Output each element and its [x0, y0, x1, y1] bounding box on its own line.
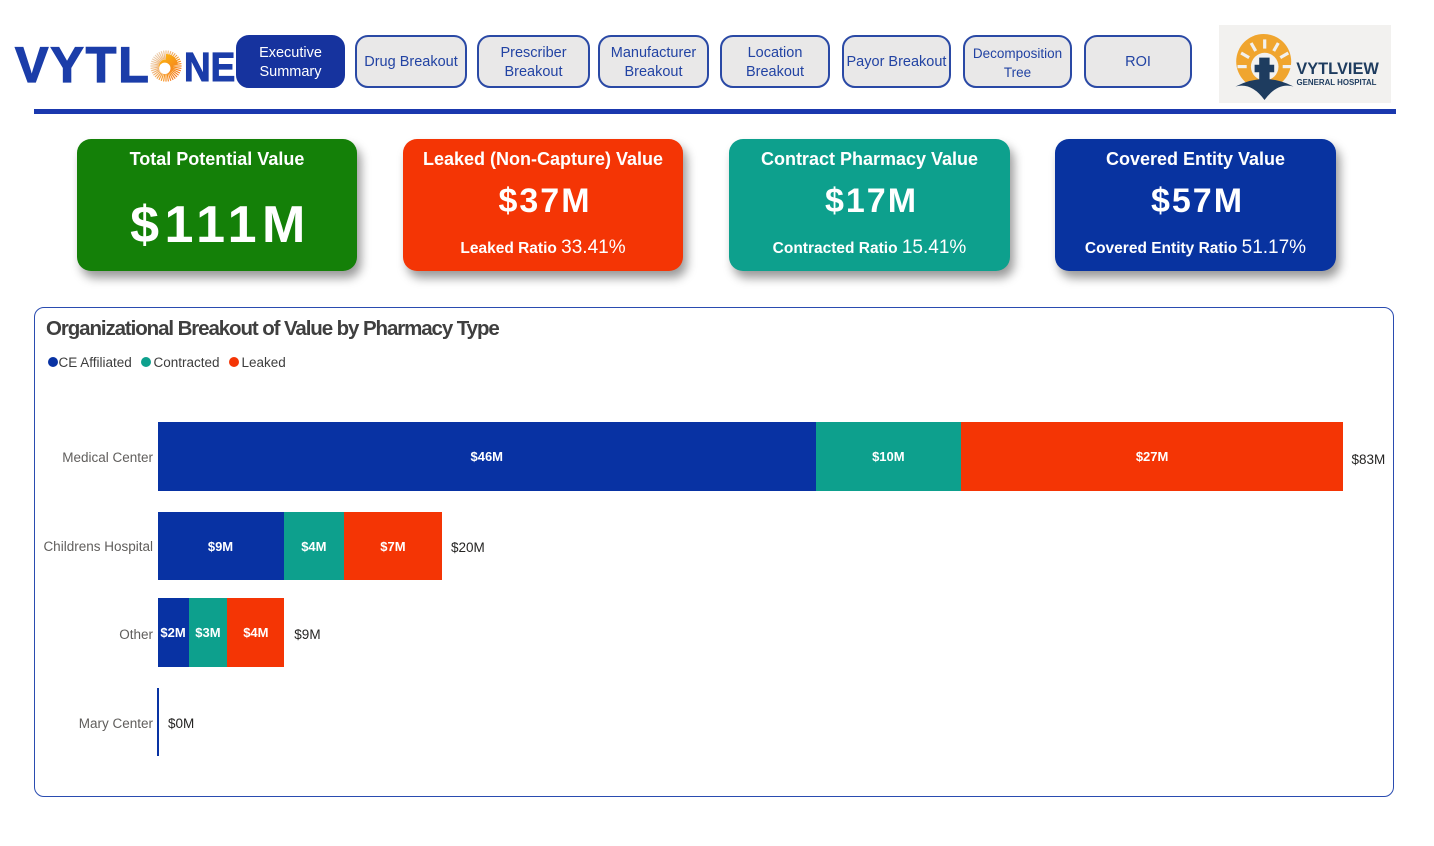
- svg-text:VYTLVIEW: VYTLVIEW: [1296, 59, 1380, 78]
- svg-text:GENERAL HOSPITAL: GENERAL HOSPITAL: [1297, 78, 1377, 87]
